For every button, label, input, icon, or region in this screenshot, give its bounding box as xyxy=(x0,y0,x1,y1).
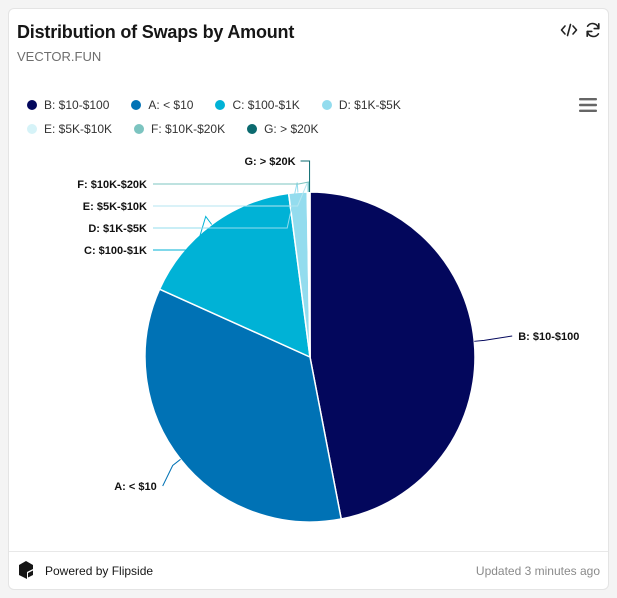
legend-swatch xyxy=(247,124,258,134)
legend-label: F: $10K-$20K xyxy=(151,122,226,136)
footer-divider xyxy=(9,551,608,552)
data-label-connector xyxy=(153,181,310,193)
data-label: B: $10-$100 xyxy=(518,331,579,343)
data-label-connector xyxy=(153,215,213,251)
legend-item[interactable]: G: > $20K xyxy=(247,121,318,137)
legend-item[interactable]: C: $100-$1K xyxy=(215,97,300,113)
legend-label: D: $1K-$5K xyxy=(338,98,401,112)
chart-title: Distribution of Swaps by Amount xyxy=(17,22,295,42)
data-label-connector xyxy=(162,458,181,487)
pie-slice[interactable] xyxy=(308,191,311,358)
chart-subtitle: VECTOR.FUN xyxy=(17,49,102,64)
data-label: G: > $20K xyxy=(245,156,296,168)
data-label-connector xyxy=(153,181,309,207)
code-icon[interactable] xyxy=(560,21,578,39)
legend-swatch xyxy=(27,124,37,134)
data-label-connector xyxy=(474,335,513,342)
data-label: A: < $10 xyxy=(114,481,157,493)
flipside-logo-icon xyxy=(16,560,36,580)
legend-swatch xyxy=(27,100,37,110)
legend-label: E: $5K-$10K xyxy=(44,122,113,136)
refresh-icon[interactable] xyxy=(584,21,602,39)
legend-swatch xyxy=(321,100,332,110)
legend-item[interactable]: F: $10K-$20K xyxy=(134,121,225,137)
menu-icon[interactable] xyxy=(579,97,597,113)
legend-item[interactable]: E: $5K-$10K xyxy=(27,121,112,137)
updated-timestamp: Updated 3 minutes ago xyxy=(475,564,600,578)
legend-label: B: $10-$100 xyxy=(44,98,110,112)
data-label: D: $1K-$5K xyxy=(88,223,147,235)
legend-item[interactable]: D: $1K-$5K xyxy=(321,97,401,113)
chart-card: Distribution of Swaps by Amount VECTOR.F… xyxy=(8,8,609,590)
legend-swatch xyxy=(215,100,226,110)
legend-swatch xyxy=(134,124,145,134)
chart-legend: B: $10-$100 A: < $10 C: $100-$1K D: $1K-$5K… xyxy=(27,97,527,137)
legend-label: C: $100-$1K xyxy=(232,98,300,112)
data-label-connector xyxy=(300,160,311,193)
legend-item[interactable]: A: < $10 xyxy=(131,97,193,113)
legend-label: A: < $10 xyxy=(148,98,194,112)
pie-slice[interactable] xyxy=(144,288,343,523)
pie-slice[interactable] xyxy=(309,191,476,520)
data-label: F: $10K-$20K xyxy=(77,179,147,191)
legend-label: G: > $20K xyxy=(264,122,319,136)
data-label-connector xyxy=(153,182,299,229)
powered-by-label[interactable]: Powered by Flipside xyxy=(45,564,154,578)
data-label: E: $5K-$10K xyxy=(83,201,147,213)
data-label: C: $100-$1K xyxy=(84,245,147,257)
legend-item[interactable]: B: $10-$100 xyxy=(27,97,109,113)
pie-chart: B: $10-$100 A: < $10 C: $100-$1K D: $1K-$5K… xyxy=(77,156,579,523)
legend-swatch xyxy=(131,100,142,110)
